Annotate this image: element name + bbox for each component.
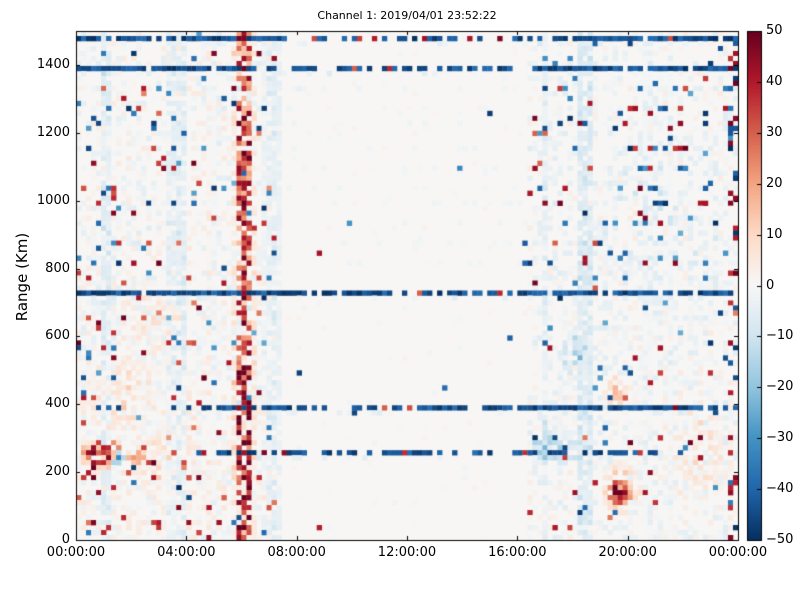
colorbar-tick-label: −50 [766,532,794,547]
colorbar-tick-label: −30 [766,430,794,446]
y-tick-label: 1000 [36,192,70,208]
colorbar-tick-label: 10 [766,226,783,242]
colorbar-tick-label: 20 [766,175,783,191]
x-tick-label: 04:00:00 [157,545,216,560]
colorbar-tick-label: 30 [766,124,783,140]
x-tick-label: 12:00:00 [377,545,437,560]
colorbar-tick-label: 50 [766,23,783,38]
colorbar-tick-label: 40 [766,73,783,89]
colorbar-tick-label: −20 [766,379,794,395]
y-tick-label: 200 [45,464,70,480]
x-tick-label: 16:00:00 [488,545,547,560]
x-tick-label: 00:00:00 [46,545,106,560]
y-tick-label: 1200 [36,124,70,140]
y-tick-label: 600 [45,328,70,344]
y-tick-label: 1400 [36,56,70,72]
x-tick-label: 00:00:00 [708,545,768,560]
colorbar-tick-label: −40 [766,481,794,497]
colorbar-tick-label: 0 [766,277,775,293]
y-tick-label: 0 [61,532,70,547]
y-tick-label: 800 [45,260,70,276]
x-tick-label: 20:00:00 [598,545,657,560]
y-tick-label: 400 [45,396,70,412]
x-tick-label: 08:00:00 [267,545,326,560]
chart-title: Channel 1: 2019/04/01 23:52:22 [317,9,497,22]
y-axis-label: Range (Km) [13,232,31,322]
colorbar-tick-label: −10 [766,328,794,344]
